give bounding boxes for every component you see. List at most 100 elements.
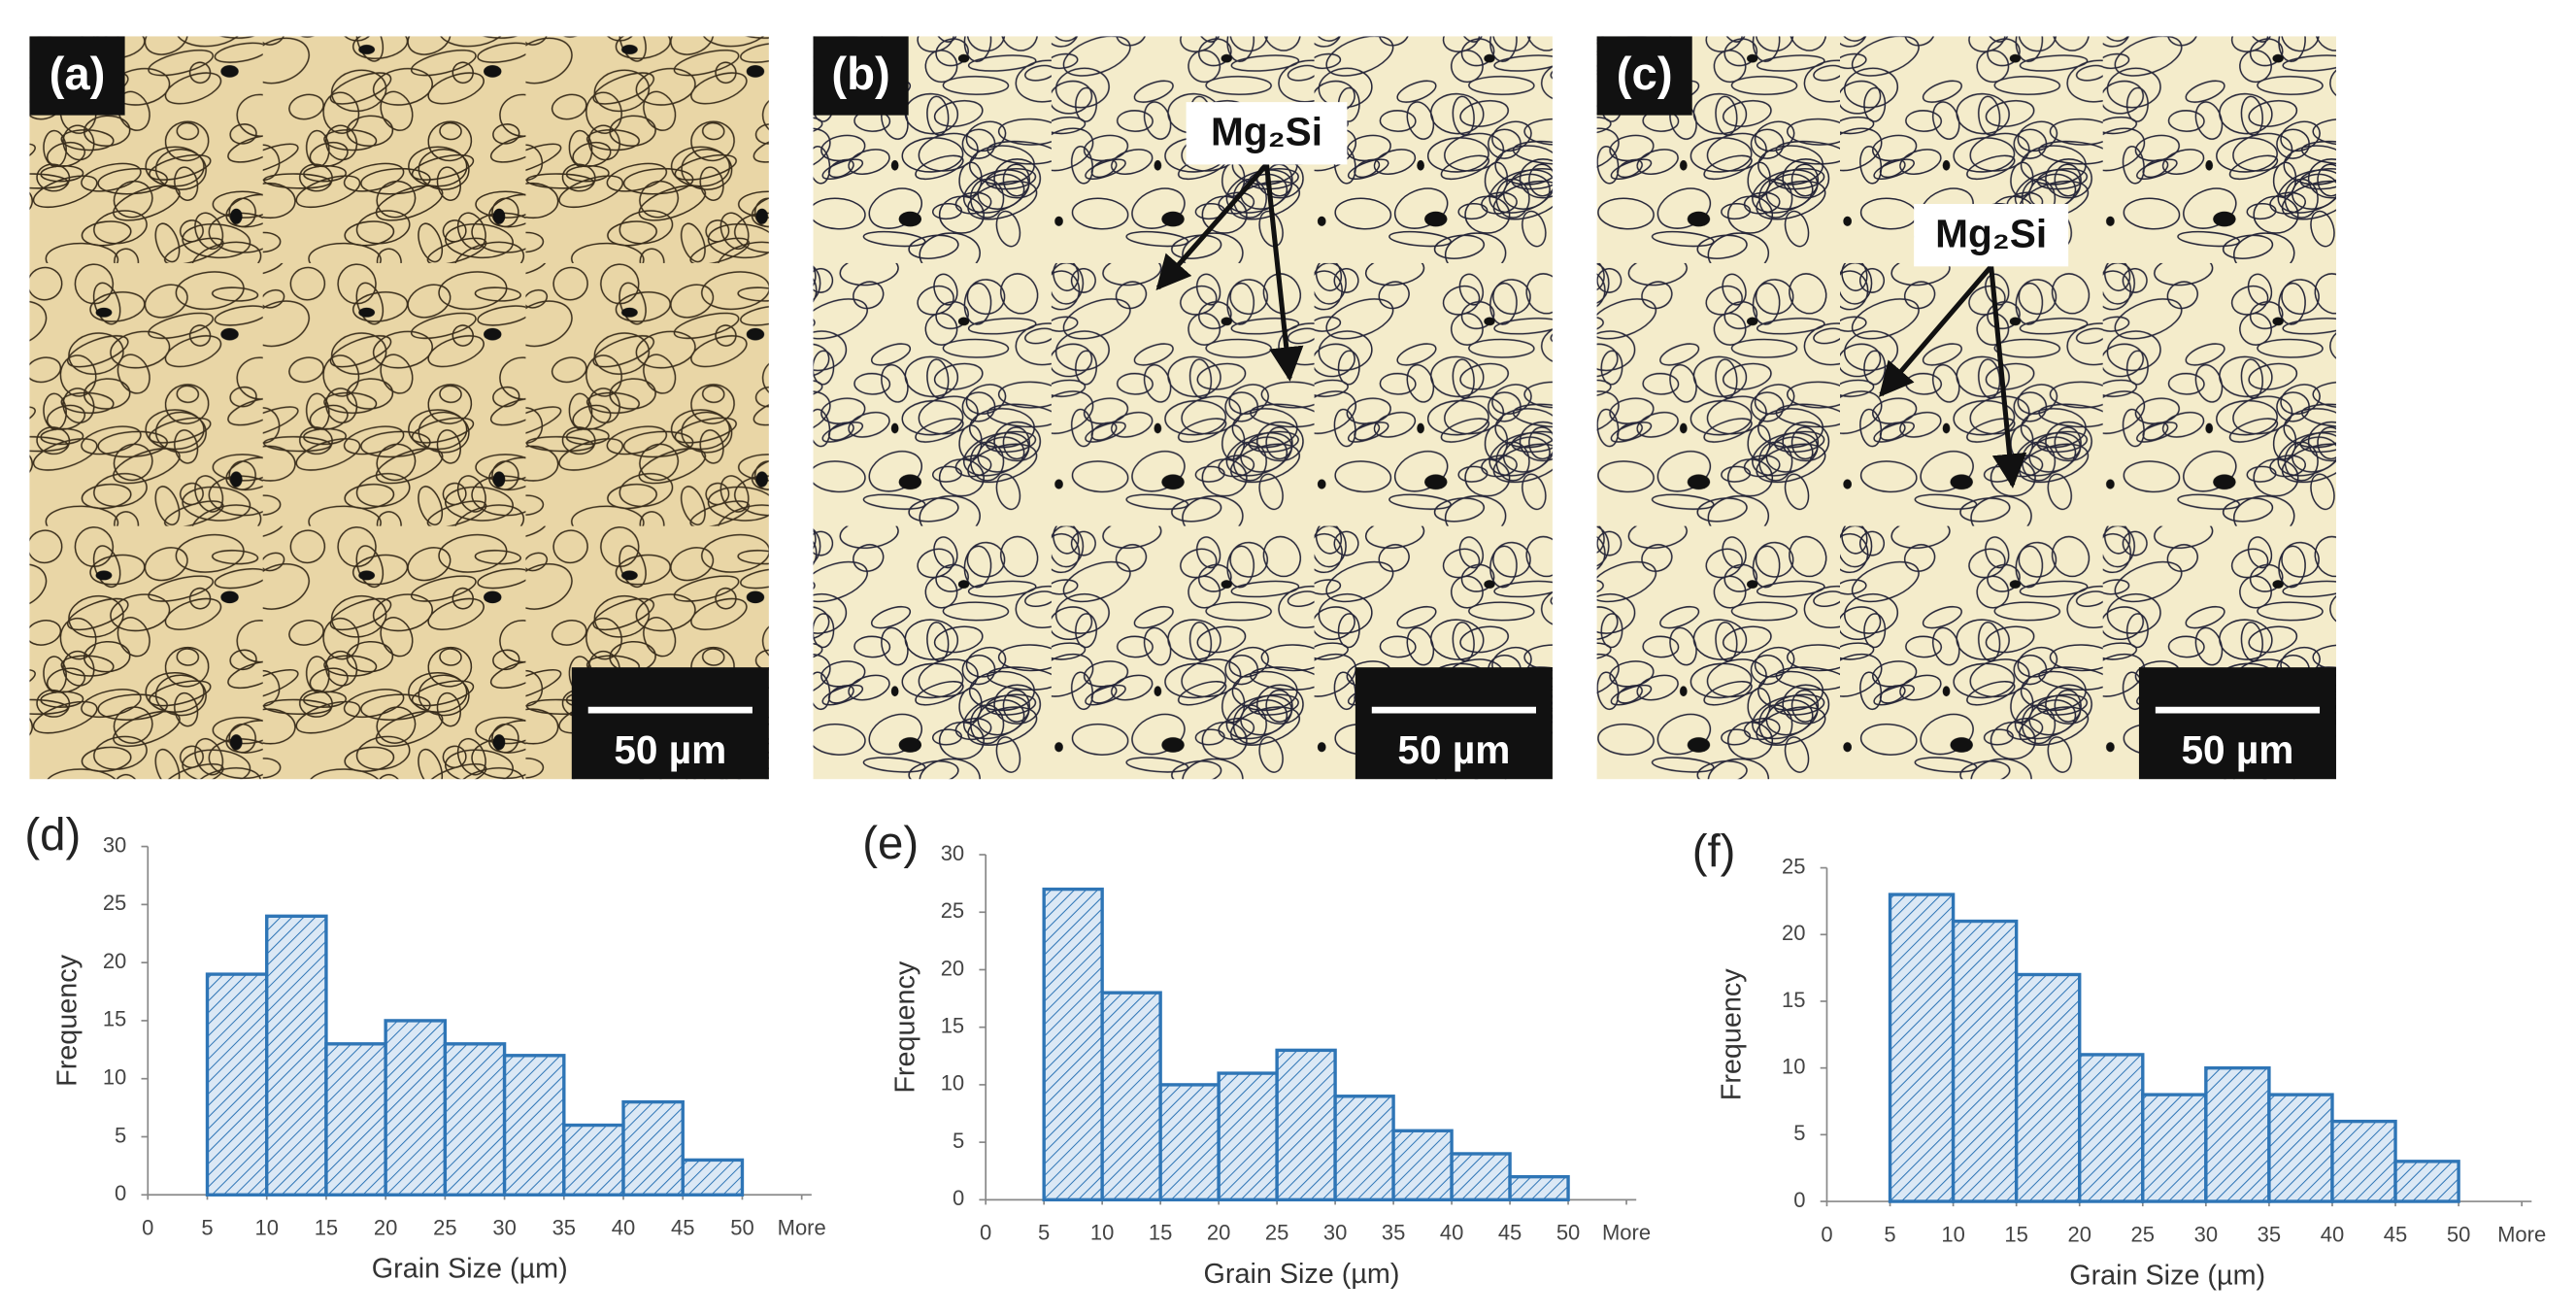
scale-bar-label: 50 µm bbox=[2181, 727, 2293, 772]
y-axis-label: Frequency bbox=[1717, 968, 1748, 1100]
y-tick-label: 0 bbox=[953, 1186, 964, 1210]
x-axis-label: Grain Size (µm) bbox=[372, 1254, 568, 1285]
x-tick-label: 20 bbox=[1207, 1221, 1230, 1245]
y-tick-label: 20 bbox=[1782, 921, 1805, 945]
panel-label: (b) bbox=[831, 49, 889, 100]
scale-bar-box bbox=[2138, 667, 2336, 780]
x-tick-label: 10 bbox=[254, 1216, 278, 1240]
y-tick-label: 30 bbox=[103, 832, 126, 857]
bar bbox=[1333, 1095, 1395, 1202]
bar bbox=[1158, 1083, 1221, 1202]
x-tick-label: 40 bbox=[612, 1216, 635, 1240]
y-tick-label: 25 bbox=[941, 898, 964, 923]
x-tick-label: 15 bbox=[1149, 1221, 1172, 1245]
y-tick-label: 0 bbox=[115, 1181, 126, 1205]
bar bbox=[1450, 1152, 1512, 1202]
x-axis-label: Grain Size (µm) bbox=[2069, 1260, 2265, 1291]
y-tick-label: 15 bbox=[1782, 988, 1805, 1012]
bar bbox=[2393, 1160, 2460, 1203]
annotation-box bbox=[1186, 102, 1348, 165]
bar bbox=[1888, 893, 1956, 1203]
x-tick-label: 30 bbox=[492, 1216, 516, 1240]
bar bbox=[2267, 1093, 2334, 1203]
bar bbox=[443, 1042, 507, 1197]
bar bbox=[681, 1158, 745, 1197]
bar bbox=[1391, 1129, 1454, 1202]
x-tick-label: 50 bbox=[730, 1216, 753, 1240]
panel-label-box bbox=[29, 36, 125, 116]
scale-bar-box bbox=[1355, 667, 1553, 780]
panel-label: (d) bbox=[24, 810, 81, 861]
x-tick-label: 5 bbox=[201, 1216, 213, 1240]
y-tick-label: 5 bbox=[953, 1129, 964, 1153]
bar bbox=[2141, 1093, 2208, 1203]
x-tick-label: 40 bbox=[2321, 1222, 2344, 1246]
annotation-arrow bbox=[1878, 264, 1993, 397]
x-tick-label: 50 bbox=[2447, 1222, 2470, 1246]
x-tick-label: 25 bbox=[2131, 1222, 2155, 1246]
x-tick-label: 15 bbox=[315, 1216, 338, 1240]
y-tick-label: 20 bbox=[103, 949, 126, 973]
x-tick-label: 45 bbox=[2384, 1222, 2407, 1246]
x-tick-label: 10 bbox=[1941, 1222, 1964, 1246]
panel-label-box bbox=[1596, 36, 1692, 116]
y-axis-label: Frequency bbox=[52, 954, 84, 1086]
y-tick-label: 25 bbox=[1782, 854, 1805, 878]
micrograph bbox=[29, 36, 769, 780]
bar bbox=[205, 972, 269, 1197]
x-tick-label: 20 bbox=[2067, 1222, 2091, 1246]
annotation: Mg₂Si bbox=[1211, 110, 1322, 154]
x-tick-label: 0 bbox=[980, 1221, 991, 1245]
annotation: Mg₂Si bbox=[1935, 212, 2047, 256]
bar bbox=[562, 1123, 625, 1197]
bar bbox=[2204, 1065, 2271, 1203]
bar bbox=[265, 914, 328, 1197]
bar bbox=[2330, 1119, 2397, 1203]
x-tick-label: 20 bbox=[374, 1216, 397, 1240]
annotation-box bbox=[1914, 204, 2069, 267]
x-tick-label: 35 bbox=[2258, 1222, 2281, 1246]
panel-label: (a) bbox=[50, 49, 106, 100]
panel-label: (f) bbox=[1692, 826, 1736, 878]
x-tick-label: 25 bbox=[1265, 1221, 1288, 1245]
bar bbox=[1042, 887, 1104, 1202]
y-tick-label: 25 bbox=[103, 891, 126, 915]
panel-label: (c) bbox=[1617, 49, 1673, 100]
bar bbox=[1275, 1048, 1337, 1202]
annotation-arrow bbox=[1263, 164, 1304, 382]
x-tick-label: 10 bbox=[1090, 1221, 1114, 1245]
x-tick-label: 35 bbox=[1382, 1221, 1405, 1245]
y-tick-label: 10 bbox=[1782, 1054, 1805, 1078]
x-tick-label: 15 bbox=[2004, 1222, 2027, 1246]
y-tick-label: 5 bbox=[115, 1123, 126, 1147]
x-tick-label: 40 bbox=[1440, 1221, 1463, 1245]
x-tick-label: More bbox=[1602, 1221, 1651, 1245]
bar bbox=[621, 1099, 685, 1197]
micrograph bbox=[813, 36, 1553, 780]
bar bbox=[384, 1019, 448, 1197]
x-tick-label: 35 bbox=[552, 1216, 576, 1240]
scale-bar-label: 50 µm bbox=[1397, 727, 1510, 772]
y-tick-label: 30 bbox=[941, 841, 964, 865]
bar bbox=[502, 1054, 566, 1197]
bar bbox=[1508, 1174, 1570, 1202]
x-tick-label: 0 bbox=[142, 1216, 153, 1240]
panel-label: (e) bbox=[862, 818, 919, 869]
scale-bar-label: 50 µm bbox=[614, 727, 726, 772]
x-tick-label: 5 bbox=[1038, 1221, 1050, 1245]
annotation-arrow bbox=[1155, 162, 1269, 290]
x-tick-label: More bbox=[2497, 1222, 2546, 1246]
y-tick-label: 10 bbox=[941, 1071, 964, 1096]
x-axis-label: Grain Size (µm) bbox=[1204, 1259, 1400, 1290]
y-tick-label: 0 bbox=[1793, 1188, 1805, 1212]
bar bbox=[2078, 1053, 2145, 1203]
x-tick-label: 0 bbox=[1821, 1222, 1832, 1246]
x-tick-label: 45 bbox=[671, 1216, 694, 1240]
x-tick-label: 30 bbox=[2194, 1222, 2218, 1246]
y-tick-label: 20 bbox=[941, 956, 964, 980]
panel-label-box bbox=[813, 36, 909, 116]
micrograph bbox=[1596, 36, 2336, 780]
x-tick-label: 30 bbox=[1323, 1221, 1347, 1245]
y-tick-label: 10 bbox=[103, 1065, 126, 1090]
